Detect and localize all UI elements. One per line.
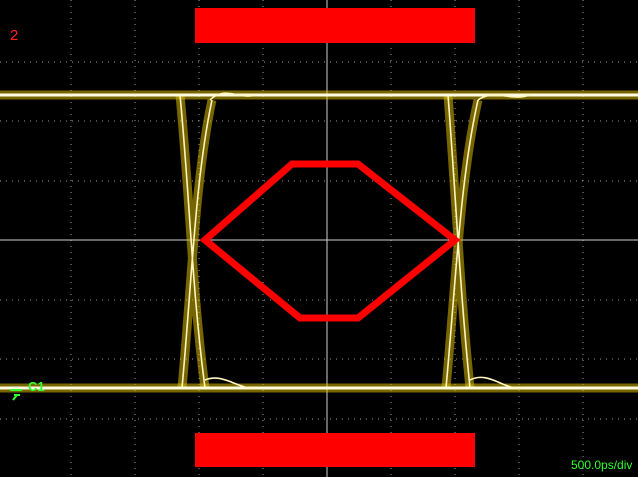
channel-marker: 2: [10, 27, 18, 44]
mask-top: [195, 8, 475, 43]
mask-bottom: [195, 433, 475, 467]
page: 2 C1 500.0ps/div (() => { const data = J…: [0, 0, 638, 477]
scope-screen: 2 C1 500.0ps/div: [0, 0, 638, 477]
channel-label: C1: [28, 379, 45, 394]
background: [0, 0, 638, 477]
timebase: 500.0ps/div: [571, 458, 632, 472]
